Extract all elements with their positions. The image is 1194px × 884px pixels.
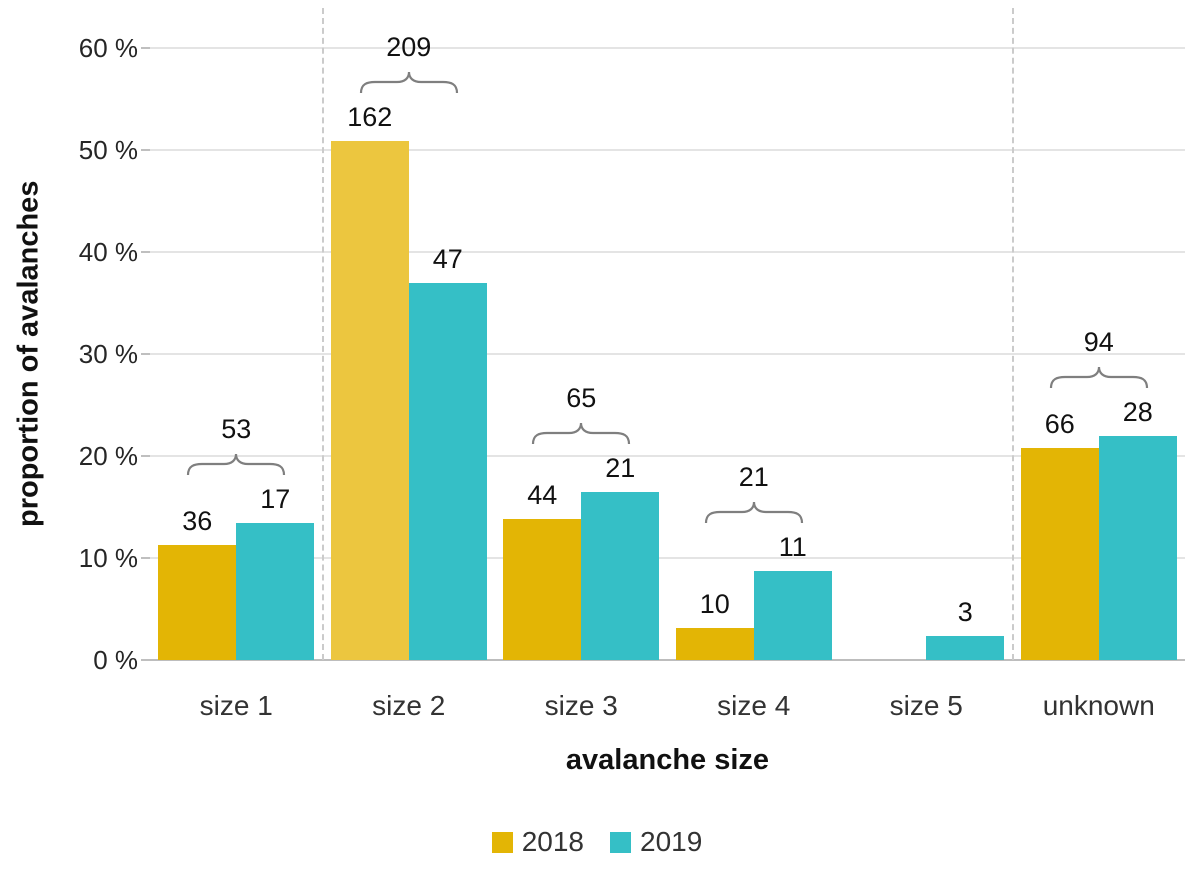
gridline — [150, 251, 1185, 253]
legend-item-2019: 2019 — [610, 826, 702, 858]
x-axis-label: size 1 — [199, 690, 273, 721]
y-tick-mark — [141, 47, 150, 49]
gridline — [150, 47, 1185, 49]
brace-icon — [359, 71, 458, 93]
group-total-label: 65 — [566, 382, 597, 413]
x-axis-label: size 2 — [372, 690, 446, 721]
x-axis-title: avalanche size — [565, 744, 770, 776]
bar-2019 — [753, 571, 832, 660]
gridline — [150, 659, 1185, 661]
bar-value-label: 47 — [432, 243, 463, 274]
bar-value-label: 36 — [182, 505, 213, 536]
bar-2018 — [330, 140, 409, 660]
legend-label: 2019 — [640, 826, 703, 857]
bar-2019 — [581, 491, 660, 660]
y-tick-mark — [141, 149, 150, 151]
x-axis-label: size 5 — [889, 690, 963, 721]
y-tick-label: 50 % — [78, 135, 138, 165]
y-tick-mark — [141, 659, 150, 661]
bar-value-label: 3 — [957, 596, 973, 627]
y-tick-mark — [141, 353, 150, 355]
legend: 2018 2019 — [0, 824, 1194, 860]
group-total-label: 94 — [1083, 326, 1114, 357]
brace-icon — [187, 454, 286, 476]
category-separator — [1011, 8, 1014, 660]
bar-2018 — [1020, 447, 1099, 660]
bar-value-label: 162 — [347, 101, 393, 132]
bar-group: 66 28 94 — [1013, 48, 1186, 660]
x-axis-label: size 4 — [717, 690, 791, 721]
gridline — [150, 557, 1185, 559]
bar-value-label: 44 — [527, 480, 558, 511]
bar-2019 — [926, 635, 1005, 660]
y-tick-label: 10 % — [78, 543, 138, 573]
bar-group: 36 17 53 — [150, 48, 323, 660]
x-axis-label: unknown — [1042, 690, 1155, 721]
bar-2018 — [675, 628, 754, 660]
bar-value-label: 17 — [260, 484, 291, 515]
bar-value-label: 66 — [1044, 408, 1075, 439]
y-tick-mark — [141, 251, 150, 253]
y-tick-mark — [141, 557, 150, 559]
bar-value-label: 28 — [1122, 396, 1153, 427]
bar-2019 — [408, 282, 487, 660]
y-axis: 0 % 10 % 20 % 30 % 40 % 50 % 60 % — [0, 33, 138, 675]
bar-2019 — [1098, 435, 1177, 660]
legend-label: 2018 — [521, 826, 584, 857]
bar-group: 44 21 65 — [495, 48, 668, 660]
bar-group: 3 — [840, 48, 1013, 660]
y-tick-label: 0 % — [93, 645, 138, 675]
bar-value-label: 11 — [778, 532, 807, 563]
bar-group: 162 47 209 — [323, 32, 496, 660]
group-total-label: 21 — [738, 462, 769, 493]
group-total-label: 209 — [386, 31, 432, 62]
bar-value-label: 10 — [699, 589, 730, 620]
y-tick-label: 30 % — [78, 339, 138, 369]
y-tick-mark — [141, 455, 150, 457]
bar-2019 — [236, 523, 315, 660]
x-axis-label: size 3 — [544, 690, 618, 721]
bar-group: 10 11 21 — [668, 48, 841, 660]
brace-icon — [704, 502, 803, 524]
bar-2018 — [158, 544, 237, 660]
gridline — [150, 149, 1185, 151]
brace-icon — [1049, 366, 1148, 388]
bar-2018 — [503, 519, 582, 660]
legend-swatch-2018 — [491, 831, 513, 853]
gridline — [150, 353, 1185, 355]
brace-icon — [532, 422, 631, 444]
group-total-label: 53 — [221, 414, 252, 445]
x-axis: size 1 size 2 size 3 size 4 size 5 unknown — [150, 690, 1185, 730]
y-tick-label: 40 % — [78, 237, 138, 267]
plot-area: 36 17 53 162 47 209 44 21 65 10 11 21 3 66 28 94 — [141, 8, 1186, 661]
legend-item-2018: 2018 — [491, 826, 584, 858]
gridline — [150, 455, 1185, 457]
y-tick-label: 60 % — [78, 33, 138, 63]
legend-swatch-2019 — [610, 831, 631, 853]
bar-value-label: 21 — [605, 452, 636, 483]
category-separator — [321, 8, 324, 660]
y-tick-label: 20 % — [78, 441, 138, 471]
